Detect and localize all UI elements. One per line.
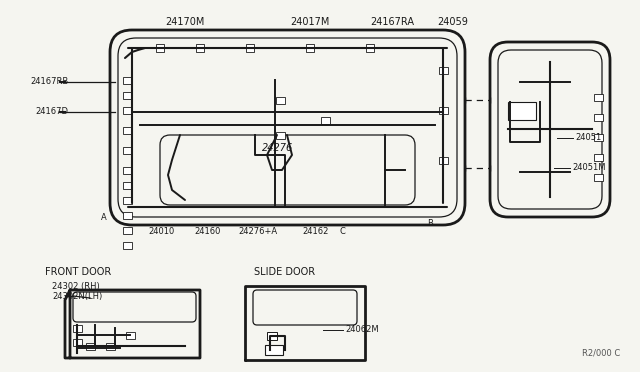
Text: 24062M: 24062M xyxy=(345,326,379,334)
Text: 24276+A: 24276+A xyxy=(239,228,278,237)
Bar xyxy=(126,332,135,339)
Text: R2/000 C: R2/000 C xyxy=(582,349,620,358)
Text: B: B xyxy=(427,219,433,228)
Bar xyxy=(439,67,448,74)
Bar xyxy=(123,107,132,114)
Bar xyxy=(123,182,132,189)
Text: 24051M: 24051M xyxy=(572,164,605,173)
Bar xyxy=(73,325,82,332)
Bar xyxy=(156,44,164,52)
Text: 24017M: 24017M xyxy=(291,17,330,27)
Text: 24051: 24051 xyxy=(575,134,601,142)
Bar xyxy=(123,77,132,84)
Text: 24302N(LH): 24302N(LH) xyxy=(52,292,102,301)
Bar xyxy=(123,197,132,204)
Bar xyxy=(123,242,132,249)
Text: 24162: 24162 xyxy=(303,228,329,237)
Bar xyxy=(276,97,285,104)
Text: 24059: 24059 xyxy=(438,17,468,27)
Bar xyxy=(366,44,374,52)
Bar xyxy=(594,114,603,121)
Bar xyxy=(123,92,132,99)
Text: FRONT DOOR: FRONT DOOR xyxy=(45,267,111,277)
Text: 24160: 24160 xyxy=(195,228,221,237)
Bar xyxy=(594,134,603,141)
Bar xyxy=(106,343,115,350)
Text: 24302 (RH): 24302 (RH) xyxy=(52,282,100,291)
Text: 24167RB: 24167RB xyxy=(30,77,68,87)
Bar xyxy=(196,44,204,52)
Text: 24170M: 24170M xyxy=(165,17,205,27)
Bar xyxy=(267,332,277,340)
Bar xyxy=(594,174,603,181)
Bar xyxy=(123,127,132,134)
Bar xyxy=(86,343,95,350)
Text: 24167RA: 24167RA xyxy=(370,17,414,27)
Text: 24276: 24276 xyxy=(262,143,294,153)
Bar xyxy=(594,154,603,161)
Bar xyxy=(276,132,285,139)
Bar xyxy=(321,117,330,124)
Text: C: C xyxy=(339,228,345,237)
Bar xyxy=(73,339,82,346)
Bar xyxy=(123,167,132,174)
Bar xyxy=(246,44,254,52)
Bar xyxy=(439,107,448,114)
Bar xyxy=(123,227,132,234)
Text: SLIDE DOOR: SLIDE DOOR xyxy=(255,267,316,277)
Bar xyxy=(508,102,536,120)
Text: 24010: 24010 xyxy=(149,228,175,237)
Bar xyxy=(439,157,448,164)
Bar xyxy=(306,44,314,52)
Text: 24167D: 24167D xyxy=(35,108,68,116)
Bar xyxy=(594,94,603,101)
Bar xyxy=(123,147,132,154)
Bar xyxy=(123,212,132,219)
Text: A: A xyxy=(101,214,107,222)
Bar xyxy=(265,345,283,355)
